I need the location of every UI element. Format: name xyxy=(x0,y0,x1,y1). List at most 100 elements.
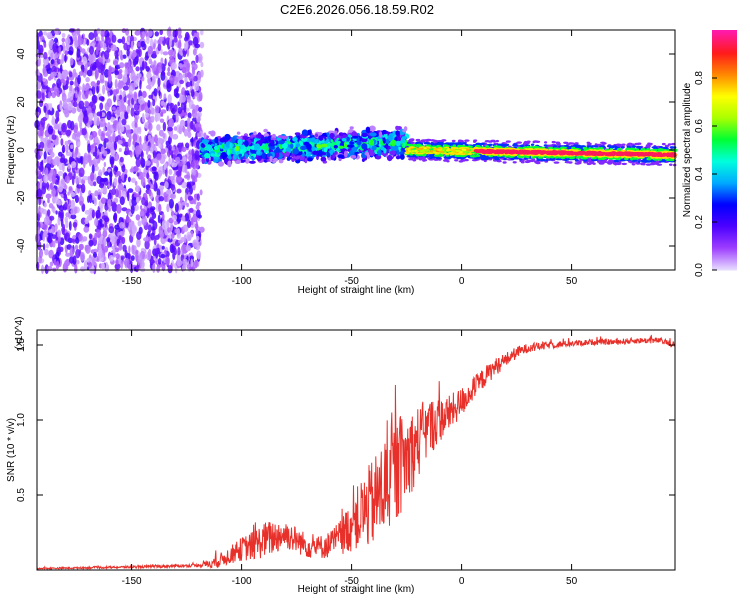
noise-blob xyxy=(66,76,70,86)
noise-blob xyxy=(37,57,42,67)
noise-blob xyxy=(42,232,46,242)
noise-blob xyxy=(67,205,70,212)
noise-blob xyxy=(192,213,198,223)
noise-blob xyxy=(56,104,61,111)
noise-blob xyxy=(45,243,49,249)
signal-blob xyxy=(366,154,370,159)
noise-blob xyxy=(75,90,78,99)
noise-blob xyxy=(164,58,167,67)
signal-blob xyxy=(213,145,219,150)
noise-blob xyxy=(88,112,94,118)
noise-blob xyxy=(148,109,152,115)
noise-blob xyxy=(65,212,70,218)
noise-blob xyxy=(196,235,200,241)
signal-blob xyxy=(239,148,244,154)
noise-blob xyxy=(198,56,202,61)
noise-blob xyxy=(68,71,73,78)
noise-blob xyxy=(43,105,47,113)
noise-blob xyxy=(183,128,188,137)
noise-blob xyxy=(196,193,200,201)
noise-blob xyxy=(48,91,51,99)
signal-band-blob xyxy=(555,141,561,144)
noise-blob xyxy=(129,168,135,173)
noise-blob xyxy=(187,195,194,201)
chart-title: C2E6.2026.056.18.59.R02 xyxy=(280,2,434,17)
noise-blob xyxy=(112,112,115,118)
noise-blob xyxy=(118,235,122,241)
signal-band-blob xyxy=(493,156,498,159)
noise-blob xyxy=(177,101,180,107)
noise-blob xyxy=(179,119,186,128)
noise-blob xyxy=(45,181,50,190)
signal-blob xyxy=(270,137,277,141)
noise-blob xyxy=(122,73,128,83)
noise-blob xyxy=(160,71,166,76)
signal-band-blob xyxy=(613,159,620,163)
noise-blob xyxy=(191,66,195,75)
noise-blob xyxy=(70,144,74,149)
noise-blob xyxy=(113,177,118,187)
noise-blob xyxy=(133,249,136,256)
noise-blob xyxy=(43,202,47,208)
noise-blob xyxy=(148,224,152,233)
noise-blob xyxy=(152,220,158,231)
noise-blob xyxy=(177,106,182,115)
noise-blob xyxy=(43,42,47,48)
signal-blob xyxy=(210,153,215,157)
noise-blob xyxy=(64,54,67,63)
noise-blob xyxy=(104,171,109,176)
noise-blob xyxy=(84,100,89,107)
noise-blob xyxy=(126,129,132,134)
noise-blob xyxy=(180,95,186,103)
noise-blob xyxy=(130,71,136,82)
noise-blob xyxy=(67,119,72,129)
noise-blob xyxy=(99,117,106,128)
noise-blob xyxy=(100,262,106,270)
noise-blob xyxy=(146,209,150,219)
noise-blob xyxy=(94,232,98,241)
noise-blob xyxy=(113,140,117,151)
noise-blob xyxy=(103,245,109,253)
noise-blob xyxy=(63,193,68,202)
spectrogram-marks xyxy=(34,26,678,275)
signal-blob xyxy=(352,135,358,139)
noise-blob xyxy=(120,255,125,260)
noise-blob xyxy=(62,223,66,233)
noise-blob xyxy=(42,77,46,82)
signal-band-blob xyxy=(661,142,666,146)
noise-blob xyxy=(61,32,66,38)
noise-blob xyxy=(184,164,188,174)
noise-blob xyxy=(121,28,127,34)
noise-blob xyxy=(181,181,188,189)
noise-blob xyxy=(75,237,80,244)
signal-band-blob xyxy=(441,139,447,142)
noise-blob xyxy=(175,92,180,99)
noise-blob xyxy=(91,209,95,219)
signal-blob xyxy=(368,139,375,146)
noise-blob xyxy=(149,38,154,48)
noise-blob xyxy=(148,189,152,197)
noise-blob xyxy=(120,111,125,120)
signal-band-blob xyxy=(451,139,456,143)
noise-blob xyxy=(91,265,94,270)
noise-blob xyxy=(160,253,166,259)
signal-blob xyxy=(210,156,214,162)
noise-blob xyxy=(47,156,53,165)
noise-blob xyxy=(73,170,76,180)
noise-blob xyxy=(162,170,166,175)
noise-blob xyxy=(149,217,154,224)
noise-blob xyxy=(43,216,50,226)
noise-blob xyxy=(107,73,112,84)
signal-blob xyxy=(382,137,386,144)
noise-blob xyxy=(181,146,187,152)
noise-blob xyxy=(77,152,81,159)
noise-blob xyxy=(43,174,49,184)
noise-blob xyxy=(171,62,177,70)
signal-blob xyxy=(378,131,383,138)
signal-band-blob xyxy=(669,163,673,166)
noise-blob xyxy=(72,109,76,114)
noise-blob xyxy=(187,117,191,126)
signal-blob xyxy=(257,132,262,139)
noise-blob xyxy=(160,57,164,65)
noise-blob xyxy=(124,146,130,156)
